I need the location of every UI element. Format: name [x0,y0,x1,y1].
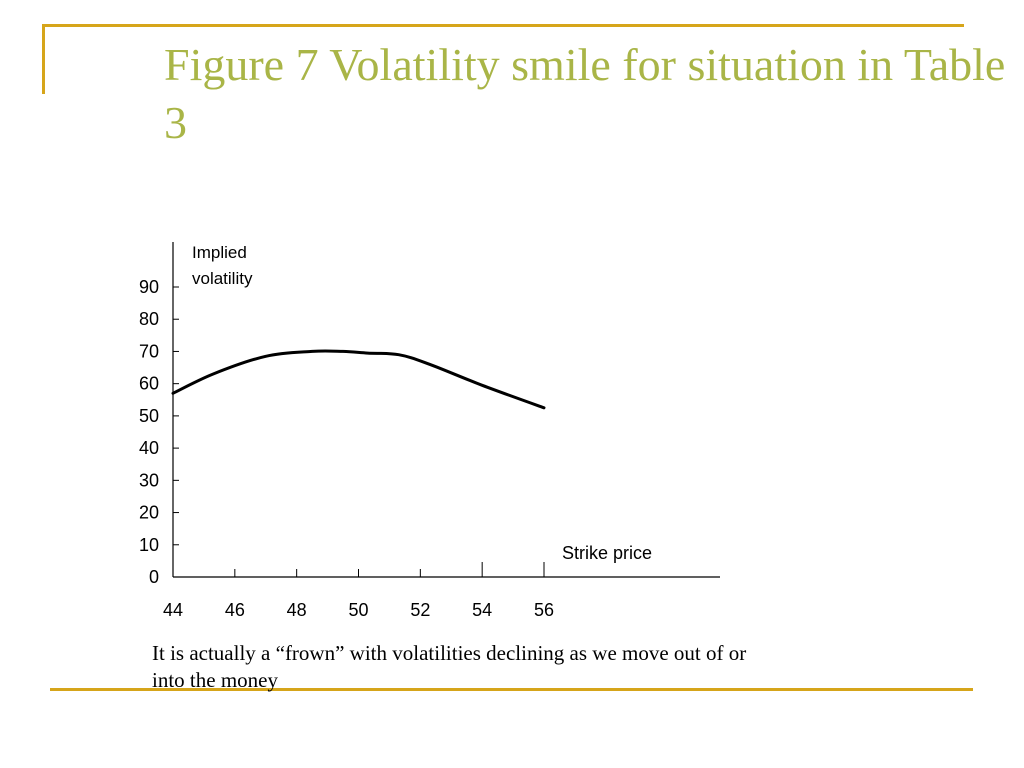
slide-title: Figure 7 Volatility smile for situation … [164,39,1006,148]
x-tick-label: 52 [410,600,430,620]
implied-volatility-line [171,349,546,410]
top-border-line [42,24,964,27]
y-axis-label-line-2: volatility [192,269,253,288]
y-tick-label: 50 [139,406,159,426]
y-tick-label: 80 [139,309,159,329]
y-tick-label: 10 [139,535,159,555]
y-tick-label: 60 [139,374,159,394]
x-tick-label: 44 [163,600,183,620]
slide-caption: It is actually a “frown” with volatiliti… [152,641,747,692]
y-tick-label: 90 [139,277,159,297]
y-axis-label-line-1: Implied [192,243,247,262]
y-axis-ticks: 0 10 20 30 40 50 60 70 80 90 [139,277,179,587]
x-tick-label: 46 [225,600,245,620]
x-tick-label: 56 [534,600,554,620]
y-tick-label: 0 [149,567,159,587]
bottom-border-line [50,688,973,691]
x-axis-label: Strike price [562,543,652,563]
x-tick-label: 54 [472,600,492,620]
y-tick-label: 40 [139,438,159,458]
x-axis-ticks: 44 46 48 50 52 54 56 [163,562,554,620]
x-tick-label: 48 [287,600,307,620]
y-tick-label: 70 [139,341,159,361]
y-tick-label: 20 [139,503,159,523]
x-tick-label: 50 [348,600,368,620]
left-border-line [42,24,45,94]
y-tick-label: 30 [139,470,159,490]
